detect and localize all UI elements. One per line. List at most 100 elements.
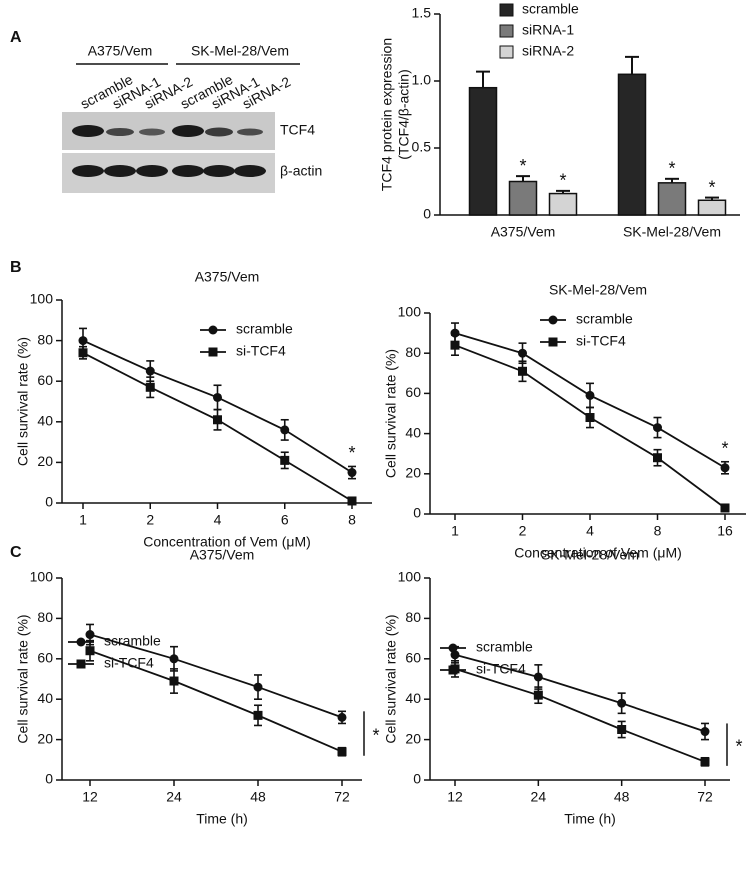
y-tick-label: 0 bbox=[423, 206, 431, 222]
bar bbox=[617, 73, 647, 216]
y-axis-label: TCF4 protein expression bbox=[379, 38, 395, 191]
y-tick-label: 60 bbox=[405, 650, 421, 666]
series-line bbox=[454, 668, 706, 763]
band bbox=[237, 128, 263, 136]
y-tick-label: 100 bbox=[30, 291, 54, 307]
marker bbox=[208, 347, 218, 357]
x-axis-label: Concentration of Vem (μM) bbox=[514, 545, 682, 561]
y-tick-label: 20 bbox=[37, 730, 53, 746]
marker bbox=[448, 643, 458, 653]
marker bbox=[720, 463, 730, 473]
marker bbox=[78, 336, 88, 346]
x-tick-label: 48 bbox=[614, 789, 630, 805]
band bbox=[72, 165, 104, 177]
y-tick-label: 80 bbox=[37, 609, 53, 625]
blot-group: A375/Vem bbox=[88, 43, 153, 59]
chart-title: SK-Mel-28/Vem bbox=[549, 282, 647, 298]
legend-label: si-TCF4 bbox=[236, 343, 286, 359]
marker bbox=[145, 366, 155, 376]
marker bbox=[253, 682, 263, 692]
y-tick-label: 0.5 bbox=[412, 139, 432, 155]
y-tick-label: 40 bbox=[405, 424, 421, 440]
marker bbox=[280, 455, 290, 465]
x-tick-label: 8 bbox=[654, 523, 662, 539]
panel-label: B bbox=[10, 259, 22, 276]
legend-label: siRNA-1 bbox=[522, 22, 574, 38]
blot: A375/Vem SK-Mel-28/Vem TCF4 β-actin bbox=[62, 43, 322, 193]
y-tick-label: 0 bbox=[45, 494, 53, 510]
marker bbox=[720, 503, 730, 513]
marker bbox=[548, 315, 558, 325]
legend-swatch bbox=[499, 24, 514, 38]
band bbox=[172, 165, 204, 177]
significance: * bbox=[721, 438, 728, 458]
y-axis-label: Cell survival rate (%) bbox=[15, 614, 31, 743]
significance: * bbox=[708, 177, 715, 197]
bar bbox=[508, 180, 538, 216]
x-tick-label: 16 bbox=[717, 523, 733, 539]
legend-label: scramble bbox=[576, 311, 633, 327]
legend-label: siRNA-2 bbox=[522, 43, 574, 59]
band bbox=[139, 128, 165, 136]
y-axis-label: Cell survival rate (%) bbox=[383, 614, 399, 743]
x-tick-label: 24 bbox=[531, 789, 547, 805]
bar bbox=[657, 182, 687, 216]
series-line bbox=[89, 649, 343, 753]
significance: * bbox=[735, 736, 742, 756]
band bbox=[104, 165, 136, 177]
panel-label: C bbox=[10, 544, 22, 561]
y-tick-label: 100 bbox=[398, 569, 422, 585]
marker bbox=[700, 727, 710, 737]
marker bbox=[85, 630, 95, 640]
y-tick-label: 1.0 bbox=[412, 72, 432, 88]
band bbox=[205, 127, 233, 137]
series-line bbox=[89, 633, 343, 719]
marker bbox=[213, 392, 222, 402]
legend-label: scramble bbox=[104, 633, 161, 649]
band bbox=[234, 165, 266, 177]
band bbox=[203, 165, 235, 177]
chart-title: A375/Vem bbox=[195, 269, 260, 285]
x-tick-label: SK-Mel-28/Vem bbox=[623, 224, 721, 240]
x-tick-label: 1 bbox=[79, 512, 87, 528]
marker bbox=[253, 710, 263, 720]
marker bbox=[700, 757, 710, 767]
marker bbox=[450, 650, 460, 660]
chart-title: SK-Mel-28/Vem bbox=[541, 547, 639, 563]
marker bbox=[76, 659, 86, 669]
marker bbox=[337, 712, 347, 722]
marker bbox=[85, 646, 95, 656]
bar bbox=[468, 86, 498, 216]
y-tick-label: 40 bbox=[37, 690, 53, 706]
marker bbox=[533, 690, 543, 700]
y-tick-label: 1.5 bbox=[412, 5, 432, 21]
marker bbox=[76, 637, 86, 647]
significance: * bbox=[559, 171, 566, 191]
marker bbox=[653, 423, 662, 433]
chart-title: A375/Vem bbox=[190, 547, 255, 563]
marker bbox=[617, 725, 627, 734]
y-axis-label: (TCF4/β-actin) bbox=[396, 69, 412, 160]
x-tick-label: 8 bbox=[348, 512, 356, 528]
significance: * bbox=[668, 159, 675, 179]
legend-label: si-TCF4 bbox=[476, 661, 526, 677]
y-tick-label: 80 bbox=[37, 331, 53, 347]
y-tick-label: 40 bbox=[405, 690, 421, 706]
bar bbox=[548, 192, 578, 216]
x-tick-label: 1 bbox=[451, 523, 459, 539]
y-tick-label: 80 bbox=[405, 609, 421, 625]
series-line bbox=[454, 653, 706, 733]
marker bbox=[169, 654, 179, 664]
significance: * bbox=[519, 156, 526, 176]
x-tick-label: 48 bbox=[250, 789, 266, 805]
band bbox=[136, 165, 168, 177]
x-tick-label: 4 bbox=[586, 523, 594, 539]
legend-swatch bbox=[499, 45, 514, 59]
band bbox=[72, 125, 104, 137]
y-axis-label: Cell survival rate (%) bbox=[15, 337, 31, 466]
marker bbox=[518, 348, 527, 358]
bar bbox=[697, 199, 727, 216]
marker bbox=[213, 415, 222, 425]
legend-label: scramble bbox=[522, 1, 579, 17]
